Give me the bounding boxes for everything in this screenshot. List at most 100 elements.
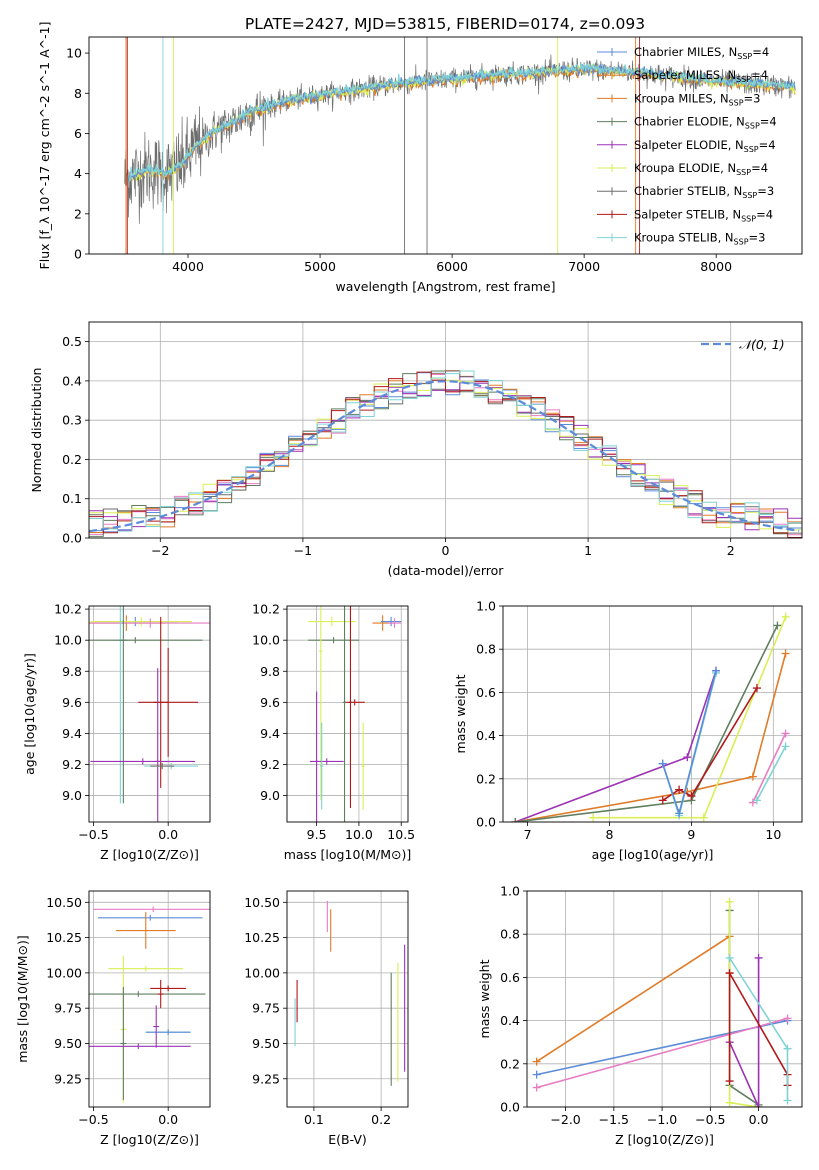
legend-entry: Salpeter STELIB, NSSP=4 [634,207,773,223]
y-tick-label: 10.2 [54,602,82,617]
y-tick-label: 0.0 [62,531,82,546]
x-tick-label: 0.2 [371,1112,391,1127]
mass-weight-line [515,653,787,822]
panel-age_vs_mass: 9.5 10.0 10.5 9.0 9.2 9.4 9.6 9.8 10.0 10.2 mass [… [252,602,415,862]
x-axis-label: mass [log10(M/M⊙)] [284,847,412,862]
mass-weight-marker [532,1070,541,1079]
mass-weight-marker [773,621,782,630]
y-tick-label: 10.25 [46,930,82,945]
y-tick-label: 4 [74,166,82,181]
x-tick-label: 7000 [568,259,600,274]
plot-area-residuals [89,370,802,538]
y-tick-label: 9.2 [62,757,82,772]
x-axis-label: Z [log10(Z/Z⊙)] [100,847,199,862]
x-axis-label: E(B-V) [328,1132,367,1147]
spectrum-legend: Chabrier MILES, NSSP=4 Salpeter MILES, NS… [597,45,777,247]
mass-weight-marker [699,813,708,822]
y-tick-label: 10 [66,46,82,61]
y-tick-label: 9.8 [260,664,280,679]
x-tick-label: 8000 [700,259,732,274]
mass-weight-marker [783,1044,792,1053]
y-tick-label: 0 [74,247,82,262]
y-tick-label: 9.50 [54,1036,82,1051]
x-tick-label: −2 [151,543,169,558]
x-tick-label: 5000 [304,259,336,274]
figure-title: PLATE=2427, MJD=53815, FIBERID=0174, z=0… [245,15,645,33]
mass-weight-marker [687,792,696,801]
y-tick-label: 10.25 [244,930,280,945]
mass-weight-line [752,733,787,803]
mass-weight-marker [675,809,684,818]
mass-weight-marker [725,969,734,978]
y-tick-label: 9.25 [252,1071,280,1086]
x-tick-label: −1 [294,543,312,558]
x-tick-label: −0.5 [78,827,108,842]
mass-weight-marker [781,649,790,658]
y-tick-label: 1.0 [476,599,496,614]
y-axis-label: Normed distribution [29,368,44,493]
x-tick-label: 10.0 [345,827,373,842]
y-tick-label: 10.00 [244,965,280,980]
legend-entry: Kroupa MILES, NSSP=3 [634,91,760,107]
mass-weight-line [536,1017,788,1089]
y-tick-label: 9.6 [260,695,280,710]
mass-weight-marker [725,953,734,962]
mass-weight-marker [658,759,667,768]
legend-entry: Kroupa STELIB, NSSP=3 [634,231,765,247]
mass-weight-marker [589,813,598,822]
mass-weight-marker [658,796,667,805]
y-tick-label: 0.4 [62,373,82,388]
mass-weight-marker [748,772,757,781]
y-tick-label: 0.6 [500,970,520,985]
x-tick-label: 6000 [436,259,468,274]
panel-weight_vs_age: 7 8 9 10 0.0 0.2 0.4 0.6 0.8 1.0 age [log10(age/yr… [453,599,803,862]
x-tick-label: −0.5 [78,1112,108,1127]
y-tick-label: 8 [74,86,82,101]
legend-entry: Chabrier STELIB, NSSP=3 [634,184,774,200]
x-tick-label: 0.0 [158,827,178,842]
y-tick-label: 10.2 [252,602,280,617]
spectrum-model-line [128,62,796,182]
y-tick-label: 0.5 [62,334,82,349]
y-axis-label: mass weight [477,959,492,1038]
axes-frame [502,605,803,823]
y-tick-label: 10.0 [54,633,82,648]
mass-weight-marker [532,1083,541,1092]
mass-weight-marker [725,897,734,906]
plot-area-weight_vs_age [511,612,790,822]
mass-weight-line [756,746,787,801]
y-tick-label: 10.50 [244,895,280,910]
legend-entry: 𝒩(0, 1) [739,337,785,352]
y-tick-label: 0.2 [62,452,82,467]
plot-area-weight_vs_Z [532,897,792,1107]
y-tick-label: 0.4 [500,1013,520,1028]
axes-frame [286,890,409,1108]
normal-curve [89,380,800,533]
legend-entry: Chabrier ELODIE, NSSP=4 [634,115,777,131]
y-tick-label: 0.0 [476,815,496,830]
mass-weight-marker [532,1057,541,1066]
panel-spectrum: 4000 5000 6000 7000 8000 0 2 4 6 8 10 wavelength [A… [37,22,803,294]
x-tick-label: 10 [765,827,781,842]
mass-weight-marker [711,666,720,675]
y-tick-label: 9.50 [252,1036,280,1051]
y-tick-label: 10.0 [252,633,280,648]
x-axis-label: Z [log10(Z/Z⊙)] [615,1132,714,1147]
mass-weight-marker [748,798,757,807]
x-tick-label: −2.0 [550,1112,580,1127]
mass-weight-line [728,958,760,1107]
y-tick-label: 0.6 [476,685,496,700]
mass-weight-marker [781,612,790,621]
mass-weight-marker [783,1096,792,1105]
x-tick-label: 9 [687,827,695,842]
mass-weight-marker [511,818,520,822]
y-tick-label: 9.4 [260,726,280,741]
mass-weight-marker [725,1077,734,1086]
y-tick-label: 1.0 [500,884,520,899]
axes-frame [88,36,803,255]
panel-weight_vs_Z: −2.0 −1.5 −1.0 −0.5 0.0 0.0 0.2 0.4 0.6 0.8 1.0 Z [… [477,884,803,1147]
y-tick-label: 0.8 [476,642,496,657]
mass-weight-marker [683,753,692,762]
panel-age_vs_Z: −0.5 0.0 9.0 9.2 9.4 9.6 9.8 10.0 10.2 Z [log10(Z… [22,602,211,862]
residual-histogram [89,371,802,538]
